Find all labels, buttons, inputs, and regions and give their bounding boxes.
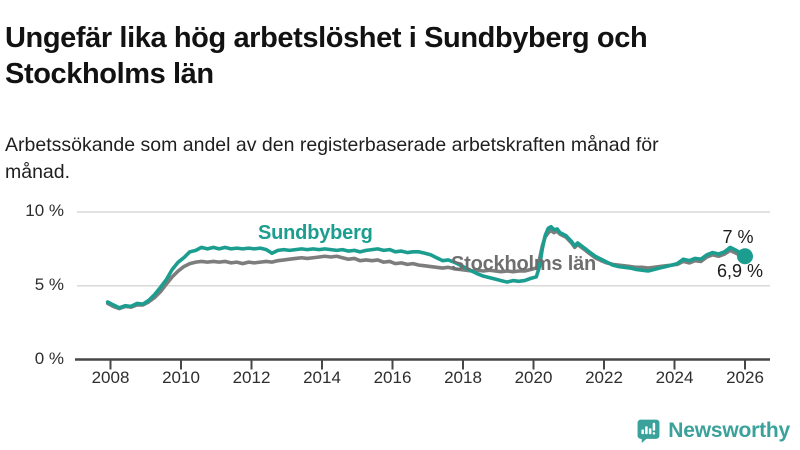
y-tick-label: 0 % — [34, 348, 64, 368]
series-line-sundbyberg — [105, 224, 747, 310]
x-tick-label: 2010 — [162, 368, 200, 387]
newsworthy-logo[interactable]: Newsworthy — [636, 418, 790, 443]
y-tick-label: 10 % — [25, 201, 64, 220]
x-tick-label: 2014 — [303, 368, 341, 387]
x-tick-label: 2018 — [444, 368, 482, 387]
chart-title: Ungefär lika hög arbetslöshet i Sundbybe… — [5, 22, 648, 90]
x-tick-label: 2008 — [91, 368, 130, 387]
x-tick-label: 2012 — [232, 368, 271, 387]
x-tick-label: 2016 — [373, 368, 412, 387]
x-tick-label: 2022 — [585, 368, 623, 387]
series-line-stockholms-l-n — [105, 228, 747, 311]
x-tick-label: 2024 — [655, 368, 694, 387]
end-value-label-stockholms-lan: 6,9 % — [716, 261, 764, 281]
chart-subtitle: Arbetssökande som andel av den registerb… — [5, 133, 659, 184]
y-tick-label: 5 % — [34, 274, 64, 294]
series-label-stockholms-lan: Stockholms län — [451, 253, 597, 275]
series-label-sundbyberg: Sundbyberg — [258, 222, 373, 244]
x-tick-label: 2020 — [514, 368, 553, 387]
series-end-dot — [737, 248, 753, 265]
end-value-label-sundbyberg: 7 % — [722, 227, 754, 247]
newsworthy-icon — [637, 419, 660, 443]
x-tick-label: 2026 — [726, 368, 764, 387]
newsworthy-wordmark: Newsworthy — [668, 418, 790, 442]
